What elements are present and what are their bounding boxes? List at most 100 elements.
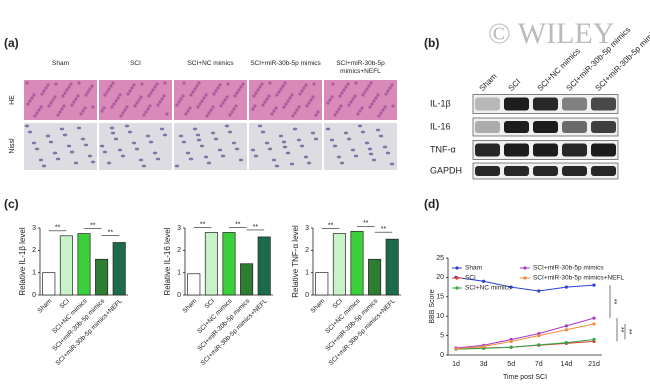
legend-marker — [523, 276, 527, 280]
he-texture — [140, 82, 144, 86]
nissl-cell — [281, 140, 287, 144]
he-texture — [28, 99, 32, 103]
nissl-cell — [234, 147, 240, 151]
nissl-cell — [250, 148, 256, 152]
nissl-cell — [162, 133, 168, 137]
panel-label: (d) — [424, 197, 439, 211]
blot-band — [533, 97, 558, 111]
he-texture — [146, 107, 150, 111]
y-tick-label: 3 — [32, 225, 36, 232]
sig-label: ** — [363, 220, 369, 227]
blot-row-label: GAPDH — [430, 165, 462, 175]
he-texture — [26, 102, 30, 106]
sig-label: ** — [235, 221, 241, 228]
he-texture — [39, 105, 43, 109]
he-texture — [291, 114, 295, 118]
bar — [187, 273, 201, 296]
blot-band — [504, 121, 529, 133]
he-texture — [286, 99, 290, 103]
x-tick-label: SCI — [58, 298, 71, 311]
he-texture — [160, 97, 164, 101]
he-texture — [90, 84, 94, 88]
he-texture — [379, 111, 383, 115]
nissl-cell — [325, 127, 331, 131]
he-texture — [351, 97, 355, 101]
legend-label: Sham — [465, 265, 482, 272]
point — [592, 283, 596, 287]
he-texture — [186, 109, 190, 113]
nissl-cell — [336, 155, 342, 159]
he-texture — [32, 93, 36, 97]
he-texture — [272, 109, 276, 113]
he-texture — [241, 82, 245, 86]
bar — [368, 258, 382, 296]
he-texture — [234, 104, 238, 108]
blot-row-label: TNF-α — [430, 144, 456, 154]
point — [564, 340, 569, 345]
legend-label: SCI+miR-30b-5p mimics+NEFL — [533, 275, 624, 282]
blot-band — [475, 97, 500, 111]
he-texture — [256, 88, 260, 92]
nissl-cell — [55, 157, 61, 161]
x-tick-label: Sham — [36, 298, 53, 315]
he-texture — [358, 109, 362, 113]
he-texture — [51, 98, 55, 102]
nissl-cell — [296, 138, 302, 142]
nissl-cell — [371, 158, 377, 162]
nissl-cell — [124, 124, 130, 128]
nissl-cell — [145, 134, 151, 138]
series-line — [455, 340, 595, 350]
he-texture — [300, 89, 304, 93]
he-texture — [297, 105, 301, 109]
point — [537, 334, 541, 338]
nissl-cell — [231, 141, 237, 145]
sig-label: ** — [625, 329, 632, 335]
he-texture — [356, 112, 360, 116]
y-tick-label: 1 — [305, 270, 309, 277]
nissl-cell — [69, 150, 75, 154]
point — [454, 347, 458, 351]
x-tick-label: 1d — [452, 361, 460, 368]
blot-band — [591, 166, 616, 176]
bar — [315, 272, 329, 296]
point — [564, 328, 569, 332]
nissl-cell — [306, 161, 312, 165]
y-axis-label: Relative IL-16 level — [163, 227, 172, 295]
sig-label: ** — [381, 226, 387, 233]
column-label: SCI — [130, 60, 141, 67]
bar — [240, 263, 254, 296]
he-texture — [211, 105, 215, 109]
he-texture — [158, 100, 162, 104]
bar — [112, 242, 126, 296]
nissl-cell — [31, 141, 37, 145]
he-texture — [81, 109, 85, 113]
y-tick-label: 2 — [305, 247, 309, 254]
bar — [77, 233, 91, 296]
blot-band — [562, 143, 587, 157]
he-texture — [288, 96, 292, 100]
he-texture — [212, 92, 216, 96]
he-texture — [46, 83, 50, 87]
legend-label: SCI — [465, 275, 476, 282]
he-texture — [83, 106, 87, 110]
y-tick-label: 0 — [440, 352, 444, 359]
he-texture — [388, 86, 392, 90]
nissl-cell — [257, 124, 263, 128]
he-texture — [353, 94, 357, 98]
he-texture — [184, 112, 188, 116]
blot-band — [504, 97, 529, 111]
nissl-cell — [203, 155, 209, 159]
point — [592, 316, 596, 320]
sig-label: ** — [253, 224, 259, 231]
he-texture — [132, 83, 136, 87]
nissl-cell — [303, 155, 309, 159]
series-line — [455, 338, 595, 350]
he-texture — [137, 98, 141, 102]
he-texture — [116, 96, 120, 100]
he-texture — [270, 112, 274, 116]
nissl-cell — [80, 137, 86, 141]
he-texture — [162, 94, 166, 98]
he-texture — [251, 107, 255, 111]
nissl-cell — [264, 141, 270, 145]
